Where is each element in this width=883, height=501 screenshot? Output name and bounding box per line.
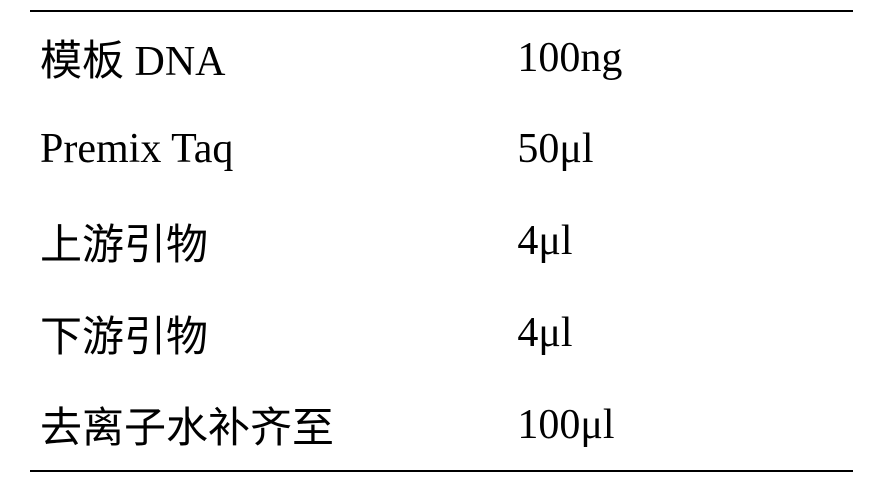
- table-row: 上游引物 4μl: [30, 195, 853, 287]
- component-cell: 下游引物: [30, 287, 507, 379]
- pcr-reagent-table-container: 模板 DNA 100ng Premix Taq 50μl 上游引物 4μl 下游…: [0, 0, 883, 482]
- amount-cell: 4μl: [507, 195, 853, 287]
- table-row: 去离子水补齐至 100μl: [30, 379, 853, 471]
- component-cell: Premix Taq: [30, 103, 507, 195]
- pcr-reagent-table: 模板 DNA 100ng Premix Taq 50μl 上游引物 4μl 下游…: [30, 10, 853, 472]
- amount-cell: 100ng: [507, 11, 853, 103]
- component-cell: 上游引物: [30, 195, 507, 287]
- amount-cell: 50μl: [507, 103, 853, 195]
- component-cell: 去离子水补齐至: [30, 379, 507, 471]
- amount-cell: 4μl: [507, 287, 853, 379]
- table-row: Premix Taq 50μl: [30, 103, 853, 195]
- table-row: 下游引物 4μl: [30, 287, 853, 379]
- component-cell: 模板 DNA: [30, 11, 507, 103]
- amount-cell: 100μl: [507, 379, 853, 471]
- table-row: 模板 DNA 100ng: [30, 11, 853, 103]
